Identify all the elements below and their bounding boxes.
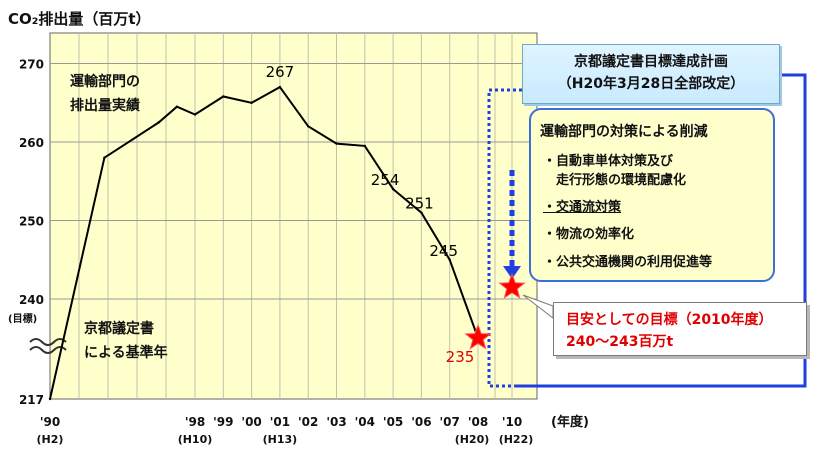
x-tick-label: '05	[383, 415, 403, 429]
plot-background	[49, 32, 538, 400]
data-label: 251	[405, 195, 434, 213]
plan-title-box: 京都議定書目標達成計画 （H20年3月28日全部改定）	[522, 44, 780, 104]
reduction-arrow-head	[503, 266, 521, 279]
measure-item: ・物流の効率化	[543, 227, 635, 242]
target-star	[498, 272, 526, 299]
data-point	[420, 211, 423, 214]
x-axis-ticks: '90 '98 '99 '00 '01 '02 '03 '04 '05 '06 '07 '08 '10	[40, 415, 522, 429]
target-line-2: 240〜243百万t	[566, 334, 674, 350]
horizontal-gridlines	[50, 63, 537, 300]
x-tick-label: '07	[440, 415, 460, 429]
x-tick-label: '04	[355, 415, 375, 429]
target-star	[464, 323, 492, 350]
measure-item: ・自動車単体対策及び	[543, 154, 674, 169]
data-labels: 267 254 251 245 235	[266, 63, 475, 366]
x-unit-label: (年度)	[551, 414, 589, 430]
data-point	[103, 156, 106, 159]
y-tick-label: 260	[19, 136, 44, 150]
plan-title-line-2: （H20年3月28日全部改定）	[557, 76, 745, 92]
plan-bracket-dotted	[487, 88, 522, 388]
series-label-line-1: 運輸部門の	[70, 73, 140, 90]
data-point	[250, 101, 253, 104]
series-label-line-2: 排出量実績	[70, 97, 140, 114]
x-tick-label: '03	[326, 415, 346, 429]
x-tick-label: '01	[270, 415, 290, 429]
data-label: 267	[266, 63, 295, 81]
data-point	[48, 397, 52, 401]
measure-item: ・交通流対策	[543, 200, 622, 215]
x-tick-label: '99	[213, 415, 233, 429]
x-era-label: (H13)	[263, 433, 298, 446]
data-label: 254	[371, 171, 400, 189]
x-tick-label: '08	[468, 415, 488, 429]
target-line-1: 目安としての目標（2010年度）	[566, 312, 773, 328]
plan-title-line-1: 京都議定書目標達成計画	[574, 54, 728, 70]
data-point	[222, 95, 225, 98]
data-point	[363, 144, 366, 148]
x-era-label: (H10)	[178, 433, 213, 446]
data-points	[48, 85, 480, 401]
data-point	[157, 121, 160, 124]
y-tick-label: 250	[19, 215, 44, 229]
chart-title: CO₂排出量（百万t）	[8, 10, 151, 28]
x-tick-label: '00	[241, 415, 261, 429]
plan-bracket-solid	[515, 73, 807, 388]
x-era-labels: (H2) (H10) (H13) (H20) (H22)	[37, 433, 534, 446]
y-tick-label: 270	[19, 58, 44, 72]
axis-break-mark	[29, 338, 67, 354]
data-point	[307, 125, 310, 128]
x-tick-label: '98	[185, 415, 205, 429]
data-point	[175, 105, 179, 108]
measures-box: 運輸部門の対策による削減 ・自動車単体対策及び 走行形態の環境配慮化 ・交通流対…	[529, 108, 775, 282]
target-callout: 目安としての目標（2010年度） 240〜243百万t	[553, 302, 807, 356]
x-tick-label: '06	[411, 415, 431, 429]
y-target-marker: (目標)	[8, 312, 37, 325]
data-point	[391, 187, 395, 191]
data-label: 245	[429, 242, 458, 260]
x-era-label: (H22)	[499, 433, 534, 446]
x-tick-label: '90	[40, 415, 60, 429]
x-era-label: (H20)	[455, 433, 490, 446]
measures-heading: 運輸部門の対策による削減	[540, 124, 708, 140]
measure-item: ・公共交通機関の利用促進等	[543, 255, 713, 270]
baseline-label-line-2: による基準年	[84, 344, 168, 361]
x-tick-label: '02	[298, 415, 318, 429]
data-point	[278, 85, 282, 89]
x-tick-label: '10	[502, 415, 522, 429]
data-point	[448, 258, 451, 261]
data-point	[335, 142, 338, 145]
y-axis-ticks: 270 260 250 240 217	[19, 58, 44, 408]
y-tick-label: 217	[19, 393, 44, 407]
measure-item: 走行形態の環境配慮化	[543, 173, 687, 188]
data-point	[193, 113, 197, 116]
gridlines	[78, 33, 513, 399]
target-stars	[464, 272, 526, 350]
x-era-label: (H2)	[37, 433, 64, 446]
y-tick-label: 240	[19, 293, 44, 307]
baseline-label-line-1: 京都議定書	[84, 320, 154, 337]
data-label: 235	[446, 348, 475, 366]
